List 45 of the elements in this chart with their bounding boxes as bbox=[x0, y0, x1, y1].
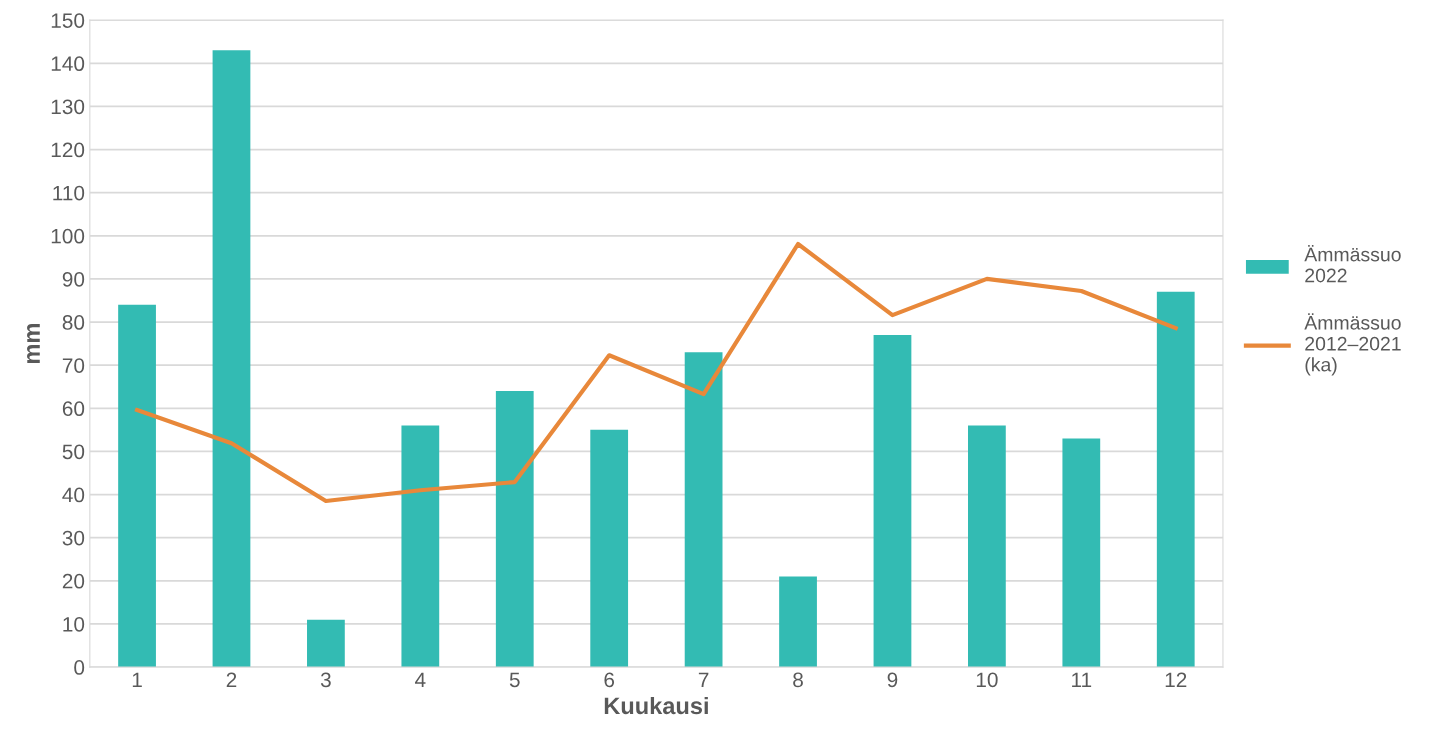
bar bbox=[118, 304, 156, 668]
legend-label: Ämmässuo 2012–2021 (ka) bbox=[1304, 313, 1401, 376]
y-tick-label: 20 bbox=[62, 573, 85, 589]
legend-label: Ämmässuo 2022 bbox=[1304, 244, 1401, 283]
x-tick-label: 2 bbox=[226, 672, 237, 688]
y-tick-label: 40 bbox=[62, 487, 85, 503]
bar bbox=[684, 352, 723, 668]
bar bbox=[873, 334, 912, 668]
x-tick-label: 6 bbox=[604, 672, 615, 688]
x-tick-label: 11 bbox=[1072, 672, 1092, 688]
x-tick-label: 7 bbox=[698, 672, 709, 688]
y-tick-label: 90 bbox=[62, 271, 85, 287]
bar bbox=[495, 391, 534, 668]
y-tick-label: 30 bbox=[62, 530, 85, 546]
bar bbox=[590, 429, 629, 668]
y-tick-label: 10 bbox=[63, 616, 85, 632]
bar bbox=[401, 425, 440, 668]
bar bbox=[1156, 291, 1195, 668]
y-tick-label: 130 bbox=[51, 99, 85, 115]
x-tick-label: 4 bbox=[415, 672, 426, 688]
x-tick-label: 10 bbox=[976, 672, 998, 688]
y-tick-label: 140 bbox=[51, 56, 85, 72]
x-tick-label: 8 bbox=[793, 672, 803, 688]
bar bbox=[1062, 438, 1101, 668]
y-tick-label: 150 bbox=[51, 13, 85, 28]
line-series bbox=[134, 241, 1178, 504]
y-tick-label: 120 bbox=[51, 142, 85, 158]
y-tick-label: 50 bbox=[62, 444, 85, 460]
y-tick-label: 80 bbox=[62, 315, 85, 330]
y-tick-label: 100 bbox=[51, 228, 85, 244]
x-tick-label: 12 bbox=[1165, 672, 1187, 688]
bar bbox=[307, 619, 345, 668]
x-axis-title: Kuukausi bbox=[604, 696, 708, 715]
y-tick-label: 0 bbox=[74, 660, 85, 675]
y-tick-label: 110 bbox=[53, 185, 85, 201]
x-tick-label: 5 bbox=[509, 672, 520, 688]
x-tick-label: 9 bbox=[887, 672, 898, 688]
x-tick-label: 3 bbox=[320, 672, 331, 688]
bar bbox=[212, 50, 251, 668]
y-axis-title: mm bbox=[27, 324, 40, 364]
y-tick-label: 60 bbox=[62, 401, 85, 417]
bar bbox=[968, 425, 1006, 668]
bar bbox=[779, 576, 817, 668]
x-tick-label: 1 bbox=[132, 672, 142, 688]
y-tick-label: 70 bbox=[62, 358, 85, 373]
